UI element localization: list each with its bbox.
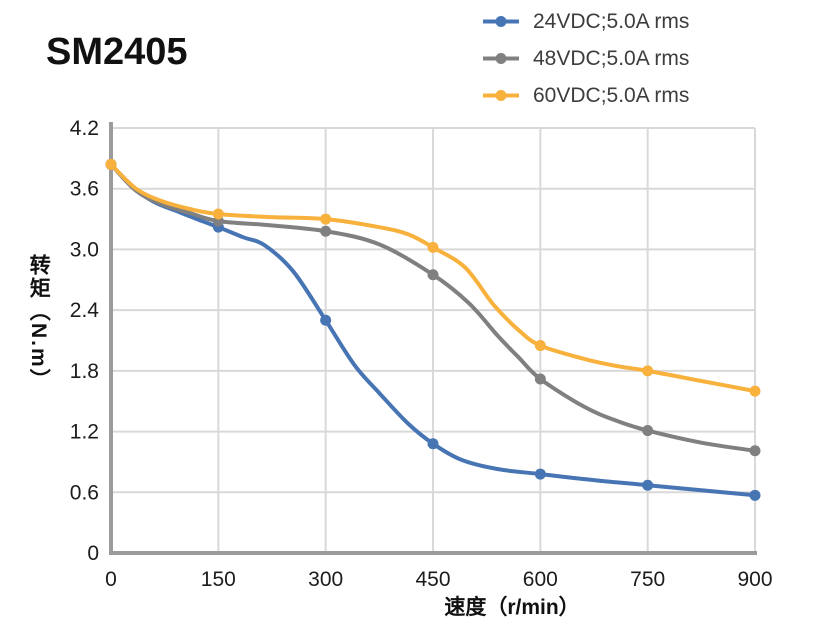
y-tick-label-3.0: 3.0 <box>70 238 99 261</box>
x-tick-label-300: 300 <box>308 568 343 591</box>
y-tick-label-0: 0 <box>87 542 99 565</box>
legend-label: 24VDC;5.0A rms <box>533 10 690 33</box>
x-tick-label-900: 900 <box>737 568 772 591</box>
legend-line-marker-icon <box>483 90 519 101</box>
legend-line-marker-icon <box>483 53 519 64</box>
data-marker-60VDC;5.0A rms-x600 <box>534 340 546 352</box>
legend-line-marker-icon <box>483 16 519 27</box>
series-line-24VDC;5.0A rms <box>109 162 757 498</box>
y-tick-label-0.6: 0.6 <box>70 481 99 504</box>
legend-item-24VDC;5.0A rms: 24VDC;5.0A rms <box>482 6 689 37</box>
data-marker-24VDC;5.0A rms-x300 <box>320 314 332 326</box>
data-marker-60VDC;5.0A rms-x750 <box>642 365 654 377</box>
data-marker-48VDC;5.0A rms-x600 <box>534 373 546 385</box>
x-axis-title: 速度（r/min） <box>444 596 580 619</box>
data-marker-24VDC;5.0A rms-x750 <box>642 479 654 491</box>
chart-title: SM2405 <box>46 31 188 73</box>
data-marker-60VDC;5.0A rms-x300 <box>320 213 332 225</box>
legend-item-60VDC;5.0A rms: 60VDC;5.0A rms <box>482 80 689 111</box>
legend-dot <box>495 90 507 101</box>
data-marker-24VDC;5.0A rms-x600 <box>534 468 546 480</box>
series-line-48VDC;5.0A rms <box>109 162 757 453</box>
data-marker-24VDC;5.0A rms-x450 <box>427 438 439 450</box>
data-marker-48VDC;5.0A rms-x900 <box>749 445 761 457</box>
y-axis-title: 转矩（N.m） <box>27 254 51 392</box>
data-marker-48VDC;5.0A rms-x300 <box>320 225 332 237</box>
data-marker-24VDC;5.0A rms-x900 <box>749 489 761 501</box>
data-marker-48VDC;5.0A rms-x450 <box>427 269 439 281</box>
legend-dot <box>495 53 507 64</box>
data-marker-60VDC;5.0A rms-x150 <box>212 208 224 220</box>
x-tick-label-450: 450 <box>415 568 450 591</box>
y-tick-label-3.6: 3.6 <box>70 178 99 201</box>
y-tick-label-2.4: 2.4 <box>70 299 100 322</box>
y-tick-label-1.8: 1.8 <box>70 360 99 383</box>
y-tick-label-4.2: 4.2 <box>70 117 99 140</box>
x-tick-label-750: 750 <box>630 568 665 591</box>
legend: 24VDC;5.0A rms 48VDC;5.0A rms 60VDC;5.0A r… <box>482 6 689 117</box>
legend-label: 60VDC;5.0A rms <box>533 84 690 107</box>
legend-label: 48VDC;5.0A rms <box>533 47 690 70</box>
data-marker-60VDC;5.0A rms-x0 <box>105 158 117 170</box>
x-tick-label-150: 150 <box>201 568 236 591</box>
x-tick-label-600: 600 <box>523 568 558 591</box>
data-marker-60VDC;5.0A rms-x900 <box>749 385 761 397</box>
x-tick-label-0: 0 <box>105 568 117 591</box>
data-marker-60VDC;5.0A rms-x450 <box>427 241 439 253</box>
data-marker-48VDC;5.0A rms-x750 <box>642 425 654 437</box>
y-tick-label-1.2: 1.2 <box>70 421 99 444</box>
legend-dot <box>495 16 507 27</box>
legend-item-48VDC;5.0A rms: 48VDC;5.0A rms <box>482 43 689 74</box>
